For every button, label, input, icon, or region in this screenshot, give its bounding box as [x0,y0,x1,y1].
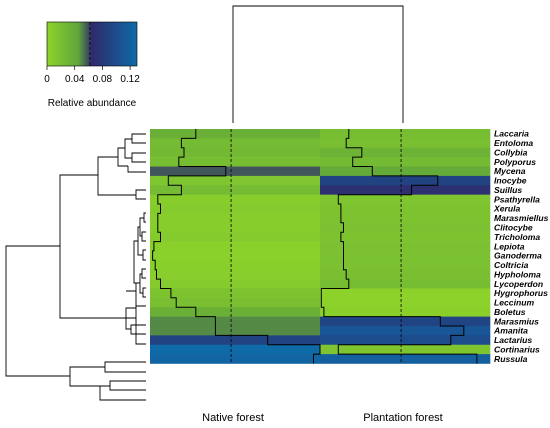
heatmap-cell [150,335,321,346]
row-label: Leccinum [494,298,534,308]
heatmap-cell [150,250,321,261]
heatmap-cell [320,166,491,177]
heatmap-cell [150,157,321,167]
row-label: Lepiota [494,241,525,251]
heatmap-cell [320,129,491,139]
row-label: Marasmiellus [494,213,549,223]
row-label: Marasmius [494,316,539,326]
heatmap-cells [150,129,491,364]
row-label: Polyporus [494,157,536,167]
row-label: Hypholoma [494,269,541,279]
row-label: Mycena [494,166,526,176]
color-key: 0 0.04 0.08 0.12 Relative abundance [44,21,140,109]
row-label: Lycoperdon [494,279,543,289]
row-label: Hygrophorus [494,288,548,298]
heatmap-cell [320,316,491,327]
heatmap-cell [320,222,491,233]
heatmap-cell [150,147,321,158]
row-label: Amanita [493,326,528,336]
column-dendrogram [232,5,404,123]
heatmap-cell [150,194,321,205]
heatmap-cell [150,269,321,280]
heatmap-cell [320,204,491,214]
color-key-tick-label: 0.04 [65,74,85,85]
heatmap-cell [150,232,321,242]
heatmap-cell [320,194,491,205]
row-labels: LaccariaEntolomaCollybiaPolyporusMycenaI… [493,129,549,364]
row-label: Psathyrella [494,194,540,204]
heatmap-cell [320,157,491,167]
heatmap-cell [150,129,321,139]
row-label: Coltricia [494,260,529,270]
heatmap-cell [320,325,491,336]
heatmap-cell [150,316,321,327]
heatmap-cell [150,166,321,177]
row-label: Lactarius [494,335,532,345]
color-key-tick-label: 0.08 [93,74,113,85]
color-key-tick-label: 0 [44,74,50,85]
heatmap-cell [150,222,321,233]
heatmap-cell [320,185,491,195]
heatmap-cell [150,175,321,186]
row-label: Inocybe [494,176,527,186]
heatmap-cell [150,325,321,336]
heatmap-cell [320,175,491,186]
color-key-ticks: 0 0.04 0.08 0.12 [44,66,140,85]
heatmap-cell [320,279,491,289]
heatmap-cell [150,138,321,149]
heatmap-cell [150,307,321,317]
row-label: Russula [494,354,528,364]
heatmap-cell [320,335,491,346]
heatmap-cell [320,250,491,261]
heatmap-cell [150,185,321,195]
row-label: Collybia [494,147,528,157]
heatmap-cell [320,138,491,149]
heatmap-cell [150,204,321,214]
column-label-plantation-forest: Plantation forest [363,412,443,424]
color-key-tick-label: 0.12 [120,74,140,85]
column-abundance-trace [320,129,478,364]
row-label: Suillus [494,185,522,195]
row-label: Entoloma [494,138,533,148]
heatmap-cell [320,241,491,252]
row-label: Xerula [493,204,520,214]
column-label-native-forest: Native forest [202,412,264,424]
heatmap-cell [320,307,491,317]
column-abundance-trace [152,129,321,364]
heatmap-cell [320,288,491,299]
color-key-title: Relative abundance [48,98,137,109]
abundance-traces [152,129,478,364]
heatmap-cell [150,344,321,355]
row-label: Tricholoma [494,232,540,242]
heatmap-cell [150,260,321,270]
heatmap-cell [320,297,491,308]
heatmap-cell [150,288,321,299]
heatmap-cell [150,279,321,289]
row-label: Boletus [494,307,526,317]
reference-lines [230,129,402,364]
heatmap-cell [320,344,491,355]
row-label: Laccaria [494,129,529,139]
row-dendrogram [5,133,146,401]
heatmap-cell [320,354,491,364]
heatmap-cell [320,260,491,270]
row-label: Cortinarius [494,344,540,354]
heatmap-cell [150,297,321,308]
color-key-bar [46,21,138,67]
row-label: Ganoderma [494,251,542,261]
heatmap-cell [320,213,491,224]
heatmap-cell [150,213,321,224]
heatmap-cell [320,269,491,280]
heatmap-cell [320,232,491,242]
heatmap-cell [320,147,491,158]
row-label: Clitocybe [494,222,533,232]
heatmap-cell [150,354,321,364]
heatmap-cell [150,241,321,252]
